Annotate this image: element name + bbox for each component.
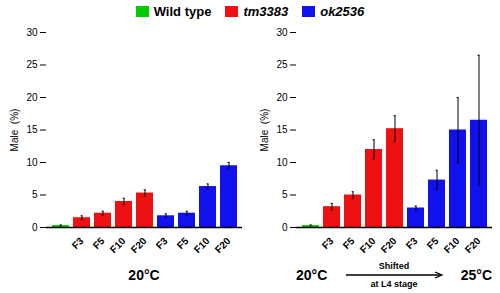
svg-text:F5: F5 <box>91 235 107 251</box>
html-text:Wild type: Wild type <box>153 3 212 19</box>
svg-text:F5: F5 <box>425 235 441 251</box>
svg-text:F3: F3 <box>154 235 170 251</box>
svg-text:F10: F10 <box>108 235 128 255</box>
svg-text:10: 10 <box>276 157 288 168</box>
svg-text:0: 0 <box>282 222 288 233</box>
svg-text:Male (%): Male (%) <box>9 109 20 152</box>
svg-text:Male (%): Male (%) <box>259 109 270 152</box>
svg-text:0: 0 <box>32 222 38 233</box>
svg-text:F10: F10 <box>442 235 462 255</box>
svg-text:15: 15 <box>26 124 38 135</box>
svg-text:F3: F3 <box>70 235 86 251</box>
svg-text:5: 5 <box>32 189 38 200</box>
svg-text:F20: F20 <box>213 235 233 255</box>
html-text:20°C: 20°C <box>296 267 328 283</box>
svg-text:F20: F20 <box>379 235 399 255</box>
svg-text:15: 15 <box>276 124 288 135</box>
svg-text:F20: F20 <box>129 235 149 255</box>
svg-text:F3: F3 <box>404 235 420 251</box>
html-text:25°C: 25°C <box>460 267 492 283</box>
html-text:20°C: 20°C <box>128 267 160 283</box>
svg-text:30: 30 <box>26 27 38 38</box>
svg-text:F10: F10 <box>192 235 212 255</box>
svg-text:F5: F5 <box>175 235 191 251</box>
html-text:tm3383: tm3383 <box>243 3 289 19</box>
svg-text:30: 30 <box>276 27 288 38</box>
html-text:ok2536: ok2536 <box>320 3 365 19</box>
svg-text:5: 5 <box>282 189 288 200</box>
svg-text:F10: F10 <box>358 235 378 255</box>
svg-text:25: 25 <box>276 59 288 70</box>
svg-text:F20: F20 <box>463 235 483 255</box>
svg-text:25: 25 <box>26 59 38 70</box>
svg-text:10: 10 <box>26 157 38 168</box>
html-text:Shifted: Shifted <box>378 261 410 271</box>
svg-text:20: 20 <box>276 92 288 103</box>
html-text:at L4 stage: at L4 stage <box>370 279 418 289</box>
svg-text:F5: F5 <box>341 235 357 251</box>
svg-text:F3: F3 <box>320 235 336 251</box>
svg-text:20: 20 <box>26 92 38 103</box>
